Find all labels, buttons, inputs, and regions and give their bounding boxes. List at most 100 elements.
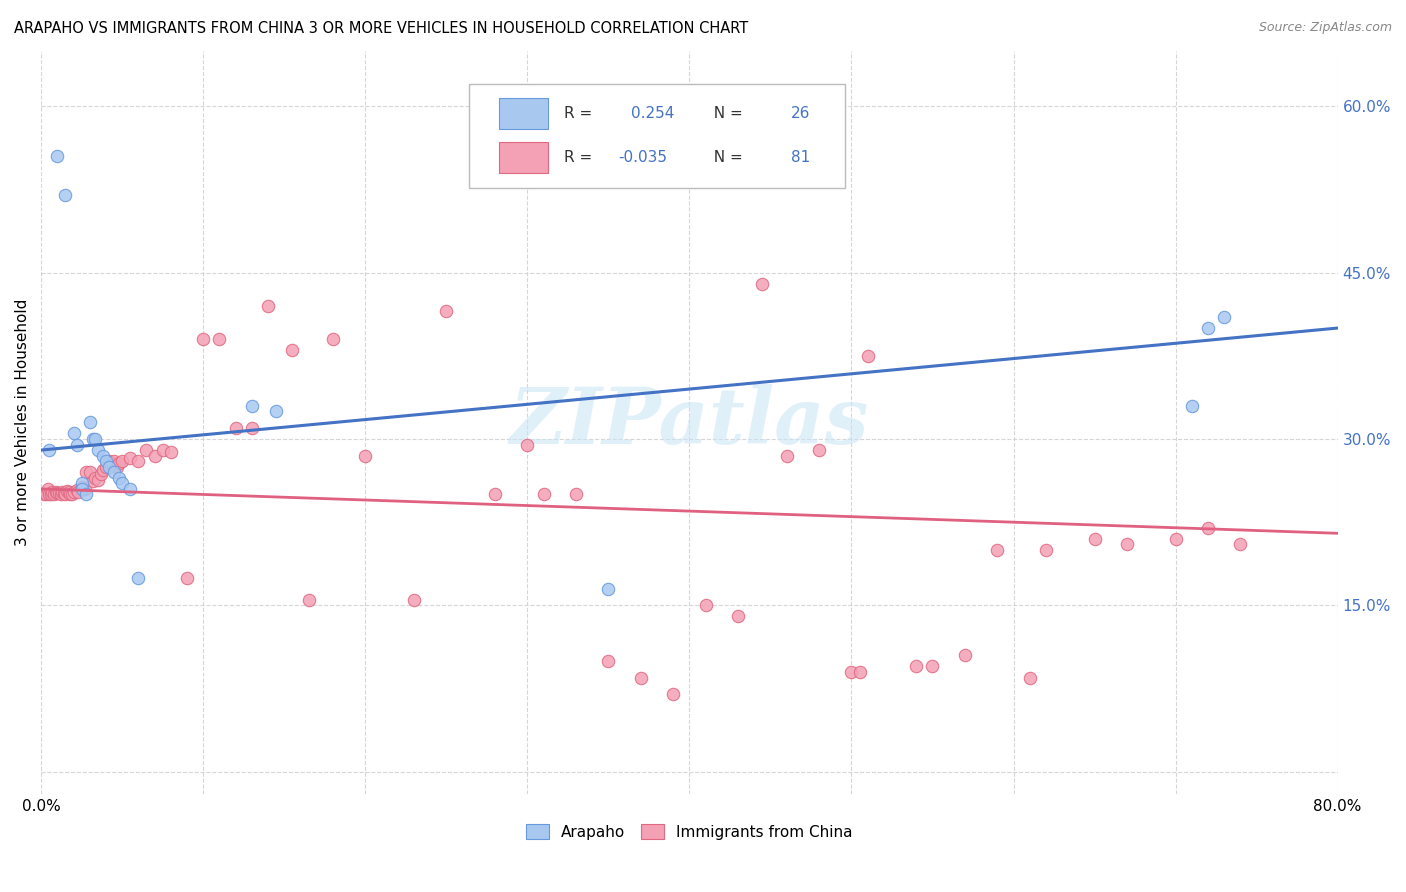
Point (83, 471, 105, 485)
Point (100, 457, 122, 471)
Point (127, 571, 149, 585)
Point (83, 432, 105, 446)
Point (73, 482, 96, 496)
Point (264, 404, 287, 418)
Point (52, 486, 75, 500)
Point (55, 188, 77, 202)
Point (87, 473, 110, 487)
Text: ARAPAHO VS IMMIGRANTS FROM CHINA 3 OR MORE VEHICLES IN HOUSEHOLD CORRELATION CHA: ARAPAHO VS IMMIGRANTS FROM CHINA 3 OR MO… (14, 21, 748, 36)
Point (751, 277, 773, 291)
Point (434, 304, 457, 318)
Text: R =: R = (564, 106, 602, 121)
Point (35, 487, 58, 501)
Point (98, 454, 121, 468)
Point (152, 443, 174, 458)
Point (111, 476, 134, 491)
Point (841, 665, 863, 679)
Point (695, 599, 717, 613)
Point (76, 465, 98, 479)
Point (62, 485, 84, 500)
Point (45, 485, 67, 500)
Point (240, 421, 263, 435)
Point (42, 487, 65, 501)
Point (240, 399, 263, 413)
Legend: Arapaho, Immigrants from China: Arapaho, Immigrants from China (520, 818, 859, 846)
Point (727, 609, 749, 624)
Point (37, 482, 59, 496)
Point (1035, 543, 1057, 558)
Point (58, 485, 80, 500)
Point (775, 449, 797, 463)
Point (921, 659, 943, 673)
Text: Source: ZipAtlas.com: Source: ZipAtlas.com (1258, 21, 1392, 34)
Point (120, 450, 142, 465)
Point (70, 480, 93, 494)
Point (108, 471, 131, 485)
Text: 81: 81 (790, 150, 810, 165)
Point (103, 454, 125, 468)
Point (39, 487, 62, 501)
Point (94, 454, 117, 468)
Bar (499, 98, 548, 129)
Point (66, 483, 89, 497)
Point (41, 485, 63, 500)
Point (1116, 537, 1139, 551)
Point (94, 459, 117, 474)
Bar (499, 142, 548, 173)
Point (108, 457, 131, 471)
Text: -0.035: -0.035 (619, 150, 666, 165)
Point (67, 485, 90, 500)
Text: N =: N = (703, 150, 747, 165)
FancyBboxPatch shape (470, 84, 845, 188)
Text: ZIPatlas: ZIPatlas (510, 384, 869, 460)
Point (1213, 310, 1236, 324)
Point (598, 654, 620, 668)
Point (1197, 521, 1219, 535)
Point (208, 332, 231, 346)
Point (111, 454, 134, 468)
Point (49, 487, 72, 501)
Point (905, 659, 928, 673)
Point (159, 445, 181, 459)
Point (1164, 532, 1187, 546)
Point (484, 487, 506, 501)
Point (354, 449, 377, 463)
Point (143, 449, 166, 463)
Point (98, 459, 121, 474)
Point (76, 487, 98, 501)
Point (257, 299, 280, 313)
Text: N =: N = (703, 106, 747, 121)
Point (176, 571, 198, 585)
Point (60, 487, 83, 501)
Point (848, 665, 870, 679)
Text: 26: 26 (790, 106, 810, 121)
Point (48, 486, 70, 500)
Point (103, 465, 125, 479)
Text: R =: R = (564, 150, 596, 165)
Point (51, 485, 73, 500)
Point (127, 454, 149, 468)
Point (135, 443, 157, 458)
Point (46, 486, 69, 500)
Point (46, 149, 69, 163)
Point (55, 487, 77, 501)
Point (856, 349, 879, 363)
Point (91, 463, 114, 477)
Point (70, 482, 93, 496)
Point (66, 437, 89, 451)
Point (120, 482, 142, 496)
Point (1181, 399, 1204, 413)
Point (82, 432, 104, 446)
Point (62, 426, 84, 441)
Point (59, 487, 82, 501)
Point (565, 487, 588, 501)
Point (598, 582, 620, 596)
Point (297, 592, 319, 607)
Point (79, 415, 101, 429)
Point (91, 449, 114, 463)
Point (79, 465, 101, 479)
Point (70, 476, 93, 491)
Point (1083, 532, 1105, 546)
Y-axis label: 3 or more Vehicles in Household: 3 or more Vehicles in Household (15, 299, 30, 546)
Point (90, 467, 112, 482)
